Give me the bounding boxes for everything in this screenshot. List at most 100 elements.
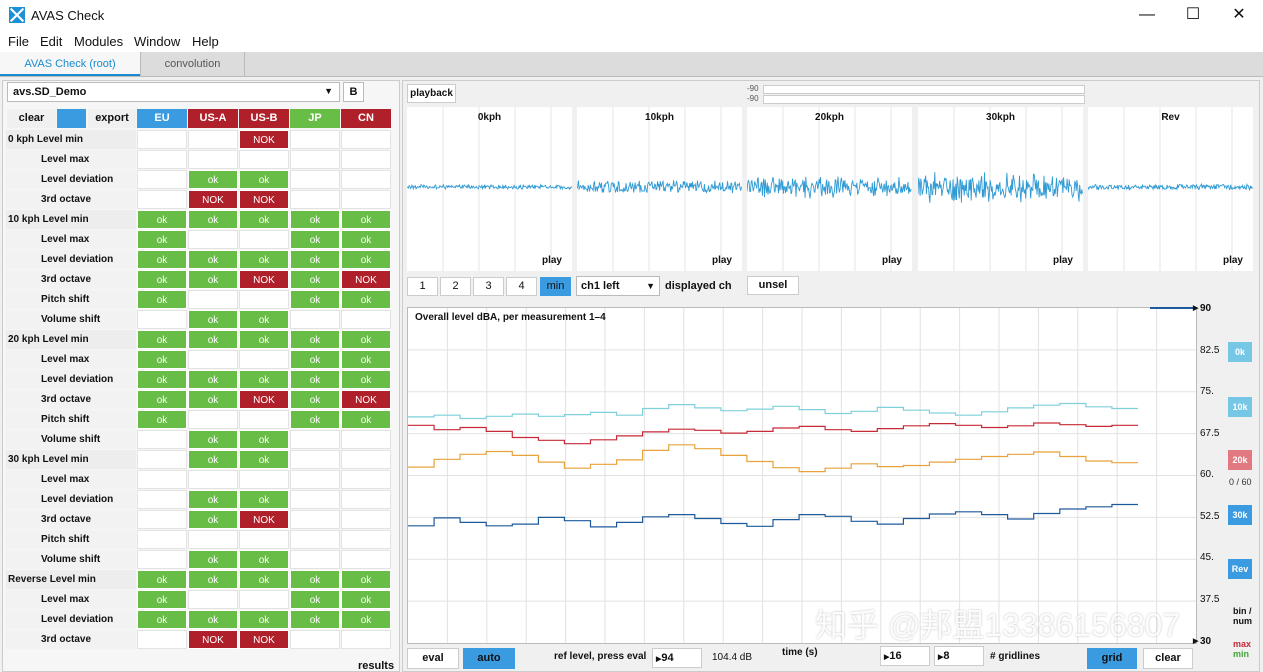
result-cell[interactable]: ok <box>239 310 289 329</box>
result-cell[interactable] <box>137 310 187 329</box>
play-button[interactable]: play <box>1222 255 1243 266</box>
result-cell[interactable] <box>341 630 391 649</box>
result-cell[interactable]: ok <box>239 610 289 629</box>
result-cell[interactable] <box>341 550 391 569</box>
result-cell[interactable]: ok <box>290 210 340 229</box>
result-cell[interactable]: NOK <box>239 630 289 649</box>
result-cell[interactable] <box>290 530 340 549</box>
page-button-min[interactable]: min <box>540 277 571 296</box>
play-button[interactable]: play <box>881 255 902 266</box>
clear-chart-button[interactable]: clear <box>1143 648 1193 669</box>
result-cell[interactable] <box>137 550 187 569</box>
result-cell[interactable]: ok <box>188 390 238 409</box>
result-cell[interactable]: ok <box>137 590 187 609</box>
result-cell[interactable]: ok <box>341 610 391 629</box>
unsel-button[interactable]: unsel <box>747 276 799 295</box>
result-cell[interactable]: ok <box>290 570 340 589</box>
result-cell[interactable]: ok <box>290 370 340 389</box>
export-button[interactable]: export <box>88 109 136 128</box>
result-cell[interactable] <box>341 450 391 469</box>
result-cell[interactable]: ok <box>188 430 238 449</box>
result-cell[interactable] <box>341 490 391 509</box>
result-cell[interactable]: ok <box>137 270 187 289</box>
result-cell[interactable]: ok <box>188 250 238 269</box>
gridlines-input[interactable]: ▶8 <box>934 646 984 666</box>
result-cell[interactable] <box>137 150 187 169</box>
result-cell[interactable] <box>341 310 391 329</box>
result-cell[interactable]: NOK <box>239 190 289 209</box>
column-header-us-b[interactable]: US-B <box>239 109 289 128</box>
result-cell[interactable] <box>290 150 340 169</box>
result-cell[interactable] <box>239 290 289 309</box>
legend-button-30k[interactable]: 30k <box>1228 505 1252 525</box>
result-cell[interactable]: ok <box>341 370 391 389</box>
result-cell[interactable] <box>239 410 289 429</box>
result-cell[interactable] <box>188 130 238 149</box>
time-window-input[interactable]: ▶16 <box>880 646 930 666</box>
result-cell[interactable] <box>341 170 391 189</box>
legend-button-10k[interactable]: 10k <box>1228 397 1252 417</box>
legend-button-rev[interactable]: Rev <box>1228 559 1252 579</box>
result-cell[interactable] <box>137 510 187 529</box>
result-cell[interactable] <box>290 550 340 569</box>
page-button-4[interactable]: 4 <box>506 277 537 296</box>
play-button[interactable]: play <box>1052 255 1073 266</box>
result-cell[interactable]: ok <box>239 490 289 509</box>
result-cell[interactable]: ok <box>341 410 391 429</box>
tab-avas-check[interactable]: AVAS Check (root) <box>0 52 140 76</box>
result-cell[interactable]: ok <box>290 410 340 429</box>
result-cell[interactable]: ok <box>137 330 187 349</box>
legend-button-20k[interactable]: 20k <box>1228 450 1252 470</box>
column-header-eu[interactable]: EU <box>137 109 187 128</box>
result-cell[interactable]: ok <box>341 570 391 589</box>
page-button-2[interactable]: 2 <box>440 277 471 296</box>
result-cell[interactable]: ok <box>341 250 391 269</box>
result-cell[interactable]: ok <box>290 590 340 609</box>
result-cell[interactable]: ok <box>137 290 187 309</box>
menu-window[interactable]: Window <box>134 34 181 49</box>
waveform-30kph[interactable]: 30kph play <box>918 107 1083 271</box>
grid-button[interactable]: grid <box>1087 648 1137 669</box>
result-cell[interactable] <box>239 470 289 489</box>
result-cell[interactable] <box>137 530 187 549</box>
column-header-jp[interactable]: JP <box>290 109 340 128</box>
result-cell[interactable]: ok <box>137 410 187 429</box>
result-cell[interactable]: ok <box>290 610 340 629</box>
result-cell[interactable]: ok <box>188 570 238 589</box>
result-cell[interactable]: ok <box>188 510 238 529</box>
minimize-button[interactable]: — <box>1139 6 1155 23</box>
result-cell[interactable]: ok <box>188 170 238 189</box>
legend-button-0k[interactable]: 0k <box>1228 342 1252 362</box>
page-button-1[interactable]: 1 <box>407 277 438 296</box>
result-cell[interactable]: ok <box>239 550 289 569</box>
result-cell[interactable]: ok <box>341 290 391 309</box>
result-cell[interactable]: ok <box>137 610 187 629</box>
result-cell[interactable]: ok <box>137 230 187 249</box>
result-cell[interactable]: ok <box>137 570 187 589</box>
result-cell[interactable] <box>188 590 238 609</box>
result-cell[interactable]: ok <box>239 170 289 189</box>
result-cell[interactable] <box>239 150 289 169</box>
result-cell[interactable] <box>239 590 289 609</box>
column-header-us-a[interactable]: US-A <box>188 109 238 128</box>
result-cell[interactable] <box>290 490 340 509</box>
maximize-button[interactable]: ☐ <box>1185 6 1201 23</box>
result-cell[interactable]: ok <box>137 250 187 269</box>
result-cell[interactable] <box>341 150 391 169</box>
play-button[interactable]: play <box>711 255 732 266</box>
result-cell[interactable]: NOK <box>239 390 289 409</box>
result-cell[interactable]: NOK <box>239 130 289 149</box>
result-cell[interactable] <box>290 510 340 529</box>
result-cell[interactable] <box>137 490 187 509</box>
result-cell[interactable]: ok <box>137 390 187 409</box>
eval-button[interactable]: eval <box>407 648 459 669</box>
result-cell[interactable]: ok <box>290 270 340 289</box>
result-cell[interactable]: NOK <box>341 270 391 289</box>
result-cell[interactable] <box>341 530 391 549</box>
result-cell[interactable]: ok <box>341 350 391 369</box>
result-cell[interactable]: ok <box>137 350 187 369</box>
result-cell[interactable] <box>290 630 340 649</box>
dataset-dropdown[interactable]: avs.SD_Demo ▼ <box>7 82 340 102</box>
result-cell[interactable]: NOK <box>239 270 289 289</box>
result-cell[interactable]: ok <box>188 610 238 629</box>
